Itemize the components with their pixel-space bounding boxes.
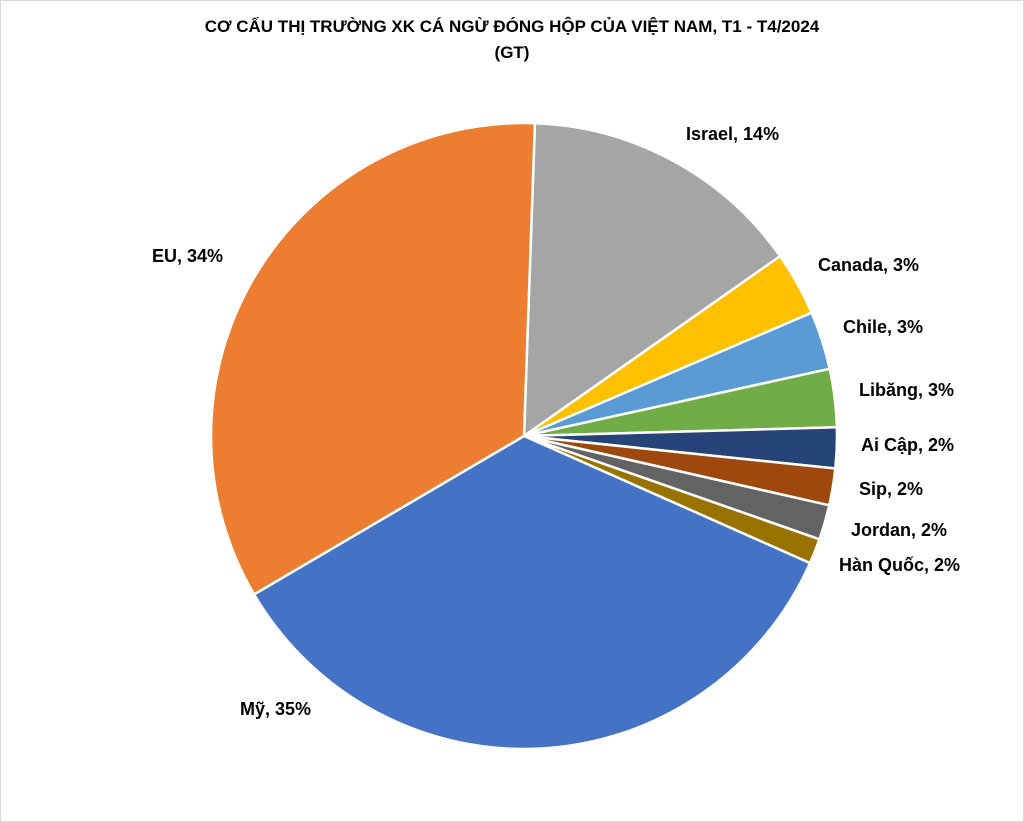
- data-label-israel: Israel, 14%: [686, 124, 779, 144]
- data-label-canada: Canada, 3%: [818, 255, 919, 275]
- data-label-eu: EU, 34%: [152, 246, 223, 266]
- pie-slice-eu: [209, 121, 537, 596]
- chart-title-main: CƠ CẤU THỊ TRƯỜNG XK CÁ NGỪ ĐÓNG HỘP CỦA…: [204, 17, 820, 36]
- data-label-ai-cap: Ai Cập, 2%: [861, 435, 954, 455]
- data-label-libang: Libăng, 3%: [859, 380, 954, 400]
- chart-subtitle: (GT): [494, 43, 530, 62]
- data-label-sip: Sip, 2%: [859, 479, 923, 499]
- data-label-chile: Chile, 3%: [843, 317, 923, 337]
- chart-title: CƠ CẤU THỊ TRƯỜNG XK CÁ NGỪ ĐÓNG HỘP CỦA…: [0, 14, 1024, 66]
- data-label-my: Mỹ, 35%: [240, 699, 311, 719]
- data-label-han-quoc: Hàn Quốc, 2%: [839, 555, 960, 575]
- pie-slice-israel: [522, 121, 782, 438]
- data-label-jordan: Jordan, 2%: [851, 520, 947, 540]
- pie-slices: [209, 121, 839, 751]
- pie-labels: Israel, 14% Canada, 3% Chile, 3% Libăng, 3%…: [152, 124, 960, 719]
